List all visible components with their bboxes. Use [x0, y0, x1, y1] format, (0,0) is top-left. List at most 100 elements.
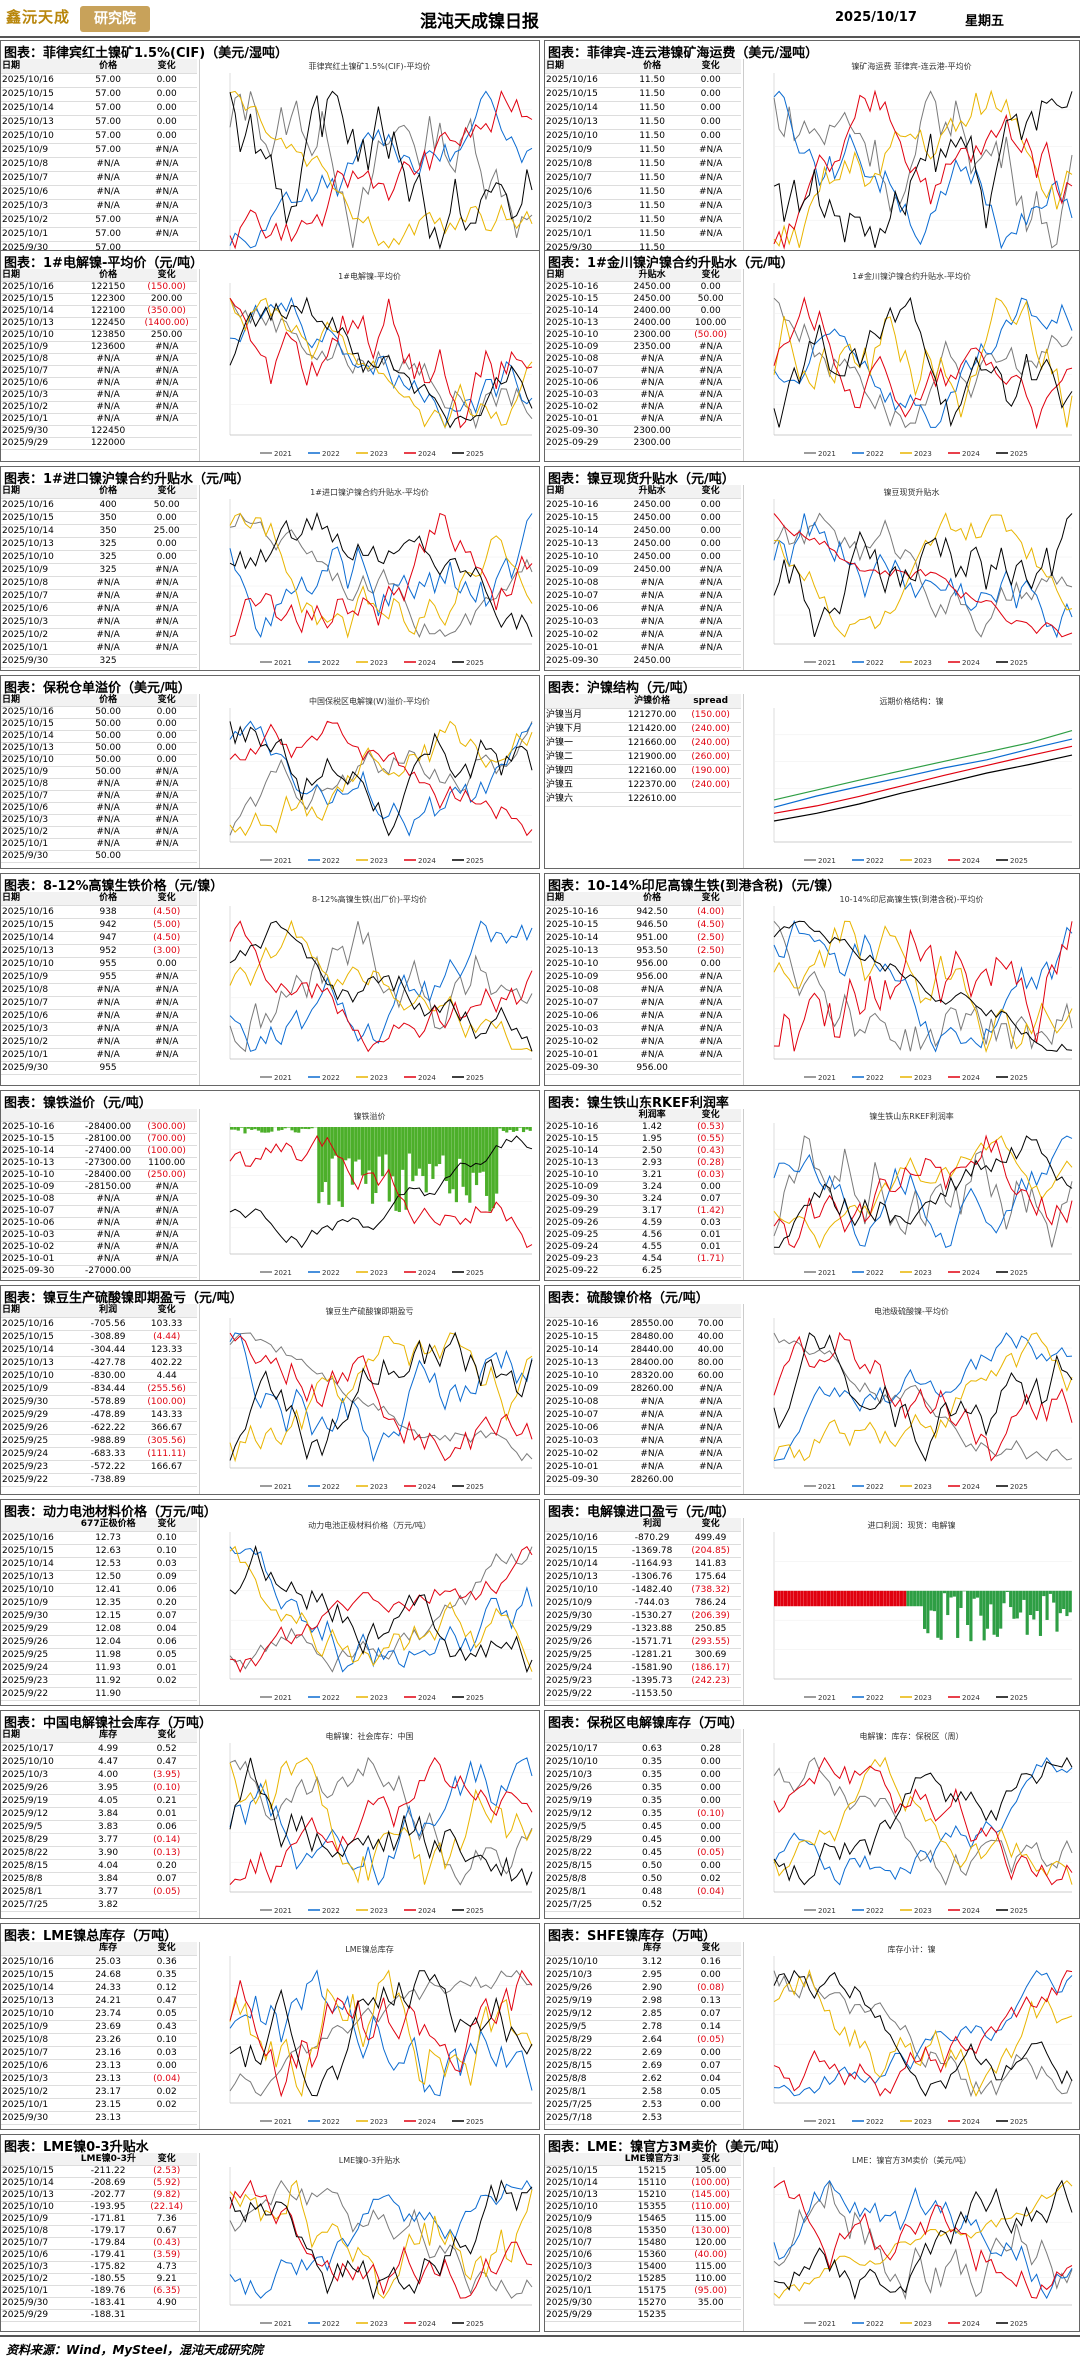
header-cell: 变化	[136, 892, 197, 906]
legend-label: 2022	[322, 2118, 340, 2126]
legend-label: 2024	[418, 450, 436, 458]
data-table: 日期 价格 变化 2025/10/16 57.00 0.00 2025/10/15 57.00…	[1, 59, 197, 256]
table-cell: 2.64	[623, 2033, 681, 2047]
table-cell: #N/A	[680, 413, 741, 426]
table-row: 2025/9/22 11.90	[1, 1687, 197, 1701]
table-cell: #N/A	[136, 641, 197, 655]
bar	[347, 1127, 351, 1159]
table-cell: 23.69	[79, 2020, 137, 2034]
table-cell: (293.55)	[680, 1635, 741, 1649]
table-cell: (0.05)	[680, 1846, 741, 1860]
table-cell: 2025-10-07	[545, 589, 624, 603]
table-cell	[680, 1265, 741, 1278]
table-row: 2025-09-29 3.17 (1.42)	[545, 1205, 741, 1218]
bar	[495, 1127, 499, 1194]
table-cell: -179.41	[79, 2249, 137, 2262]
table-cell: 80.00	[680, 1356, 741, 1370]
bar	[863, 1590, 867, 1607]
table-cell: 2025/10/6	[545, 185, 624, 200]
legend-label: 2021	[818, 1694, 836, 1702]
table-cell: #N/A	[136, 143, 197, 158]
table-cell: 2025/10/1	[1, 1048, 80, 1062]
table-row: 2025/10/8 15350 (130.00)	[545, 2225, 741, 2238]
panel-title: 图表：1#金川镍沪镍合约升贴水（元/吨）	[548, 256, 794, 271]
table-cell: 12.63	[79, 1544, 137, 1558]
table-row: 2025/10/10 11.50 0.00	[545, 129, 741, 144]
table-cell: 955	[79, 970, 137, 984]
bar	[870, 1590, 874, 1607]
table-cell: 2025-10-16	[545, 281, 624, 294]
table-cell: 2025/10/9	[1, 143, 80, 158]
header-cell	[545, 1729, 624, 1743]
table-row: 2025/9/26 12.04 0.06	[1, 1635, 197, 1649]
table-cell: 2025/10/9	[1, 1596, 80, 1610]
table-cell: #N/A	[680, 213, 741, 228]
table-cell: (190.00)	[680, 764, 741, 779]
data-table: 日期 价格 变化 2025/10/16 50.00 0.00 2025/10/15 50.00…	[1, 694, 197, 863]
table-cell: (4.50)	[136, 931, 197, 945]
table-cell: 15350	[623, 2225, 681, 2238]
table-cell: 250.00	[136, 329, 197, 342]
bar	[992, 1590, 996, 1635]
table-cell: (6.35)	[136, 2285, 197, 2298]
table-cell: 2025/9/24	[1, 1661, 80, 1675]
table-cell: 0.00	[680, 1833, 741, 1847]
table-cell: 2025/10/14	[545, 2177, 624, 2190]
table-cell: #N/A	[680, 1395, 741, 1409]
table-header-row	[1, 1109, 197, 1122]
table-cell: #N/A	[623, 1408, 681, 1422]
table-cell: #N/A	[680, 227, 741, 242]
legend-label: 2021	[818, 1907, 836, 1915]
table-cell: #N/A	[680, 171, 741, 186]
table-cell: 0.00	[680, 1781, 741, 1795]
series-line-2024	[773, 89, 1073, 250]
data-table: LME镍0-3升贴水变化2025/10/15-211.22(2.53)2025/…	[1, 2153, 197, 2322]
table-cell: 2025/9/26	[1, 1421, 80, 1435]
legend-label: 2025	[1010, 857, 1028, 865]
table-cell: 956.00	[623, 1061, 681, 1075]
table-row: 2025/10/6 11.50 #N/A	[545, 185, 741, 200]
table-cell: #N/A	[623, 1460, 681, 1474]
table-row: 2025-10-08 #N/A #N/A	[1, 1193, 197, 1206]
table-cell: -183.41	[79, 2297, 137, 2310]
table-row: 2025/10/2 -180.55 9.21	[1, 2273, 197, 2286]
panel-p22: 图表：LME：镍官方3M卖价（美元/吨）LME镍官方3M卖价（美元/吨）变化20…	[544, 2134, 1080, 2332]
table-cell: 0.06	[136, 1635, 197, 1649]
table-row: 2025/10/6 #N/A #N/A	[1, 802, 197, 815]
table-row: 2025/9/22 -738.89	[1, 1473, 197, 1487]
table-cell: 2.85	[623, 2007, 681, 2021]
table-row: 2025/10/15 24.68 0.35	[1, 1968, 197, 1982]
header-cell: 日期	[545, 59, 624, 74]
bar	[966, 1590, 970, 1625]
bar	[491, 1127, 495, 1209]
table-cell	[680, 437, 741, 450]
table-cell: -427.78	[79, 1356, 137, 1370]
table-row: 2025-10-02 #N/A #N/A	[545, 1035, 741, 1049]
table-cell: 11.98	[79, 1648, 137, 1662]
legend-label: 2024	[418, 2320, 436, 2328]
table-cell: #N/A	[136, 171, 197, 186]
table-row: 2025/10/6 15360 (40.00)	[545, 2249, 741, 2262]
table-row: 2025/9/30 -183.41 4.90	[1, 2297, 197, 2310]
table-cell: #N/A	[136, 213, 197, 228]
table-cell: (130.00)	[680, 2225, 741, 2238]
table-cell: 2.58	[623, 2085, 681, 2099]
table-cell: #N/A	[79, 778, 137, 791]
table-cell: #N/A	[136, 1253, 197, 1266]
table-cell: #N/A	[680, 199, 741, 214]
bar	[287, 1127, 291, 1128]
table-cell: #N/A	[680, 377, 741, 390]
table-cell: 2025/9/5	[545, 2020, 624, 2034]
legend-label: 2025	[1010, 1269, 1028, 1277]
chart: 1#进口镍沪镍合约升贴水-平均价 2021 2022 2023 2024 2025	[199, 485, 539, 670]
table-cell: #N/A	[680, 1421, 741, 1435]
table-cell: (0.05)	[136, 1885, 197, 1899]
table-row: 2025/10/6 -179.41 (3.59)	[1, 2249, 197, 2262]
table-cell: 2025-10-16	[545, 1121, 624, 1134]
table-row: 2025/10/7 #N/A #N/A	[1, 589, 197, 603]
table-row: 2025/10/10 -1482.40 (738.32)	[545, 1583, 741, 1597]
table-row: 2025/10/3 11.50 #N/A	[545, 199, 741, 214]
legend-label: 2022	[866, 1907, 884, 1915]
